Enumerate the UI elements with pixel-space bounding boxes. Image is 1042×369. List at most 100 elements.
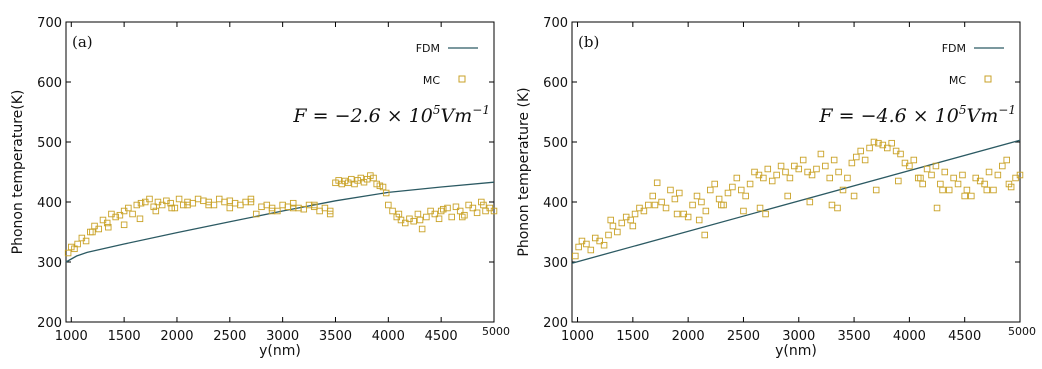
- annotation-exponent: 5: [433, 103, 441, 117]
- mc-point: [932, 162, 940, 170]
- y-tick-label: 600: [37, 76, 62, 91]
- chart-panel-a: 200 300 400 500 600 700 1000 1500 2000 2500 3000 35…: [10, 16, 510, 359]
- mc-point: [184, 201, 191, 209]
- mc-point: [724, 189, 732, 197]
- x-tick-label: 3000: [782, 329, 815, 344]
- annotation-unit: Vm: [441, 105, 473, 127]
- mc-point: [284, 203, 292, 211]
- mc-point: [746, 180, 754, 188]
- x-tick-label: 4000: [372, 329, 405, 344]
- mc-point: [782, 168, 789, 176]
- mc-point: [963, 186, 971, 194]
- mc-point: [629, 222, 637, 230]
- mc-point: [718, 201, 725, 209]
- mc-point: [844, 174, 851, 182]
- mc-point: [456, 207, 464, 215]
- mc-point: [999, 162, 1006, 170]
- mc-point: [125, 204, 132, 212]
- mc-point: [87, 228, 94, 236]
- mc-point: [764, 165, 772, 173]
- x-tick-label: 1000: [561, 329, 594, 344]
- y-tick-label: 300: [543, 256, 568, 271]
- y-axis-label: Phonon temperature (K): [516, 87, 532, 256]
- legend-label-fdm: FDM: [416, 42, 440, 55]
- mc-point: [895, 177, 902, 185]
- mc-point: [389, 207, 396, 215]
- mc-point: [137, 199, 145, 207]
- y-tick-label: 400: [543, 196, 568, 211]
- mc-point: [189, 199, 197, 207]
- mc-point: [231, 199, 239, 207]
- mc-point: [994, 171, 1002, 179]
- annotation-unit-exponent: −1: [998, 103, 1016, 117]
- mc-point: [146, 195, 153, 203]
- mc-point: [939, 186, 946, 194]
- mc-point: [651, 201, 659, 209]
- mc-point: [853, 153, 860, 161]
- mc-point: [653, 179, 661, 187]
- mc-point: [817, 150, 825, 158]
- mc-point: [74, 240, 81, 248]
- x-tick-label: 1000: [55, 329, 88, 344]
- panel-label: (b): [578, 33, 599, 51]
- mc-point: [423, 213, 430, 221]
- mc-point: [640, 207, 648, 215]
- mc-point: [136, 215, 144, 223]
- mc-point: [923, 165, 931, 173]
- y-tick-label: 700: [543, 16, 568, 31]
- mc-point: [459, 213, 466, 221]
- y-tick-label: 700: [37, 16, 62, 31]
- mc-point: [116, 211, 124, 219]
- y-tick-label: 600: [543, 76, 568, 91]
- mc-point: [870, 138, 878, 146]
- mc-point: [914, 174, 922, 182]
- mc-point: [289, 204, 297, 212]
- mc-point: [777, 162, 785, 170]
- mc-point: [828, 201, 836, 209]
- mc-point: [605, 231, 612, 239]
- mc-point: [210, 201, 218, 209]
- fdm-line: [65, 181, 495, 263]
- x-tick-label: 3000: [266, 329, 299, 344]
- mc-point: [740, 207, 747, 215]
- mc-point: [799, 156, 807, 164]
- mc-point: [382, 189, 390, 197]
- mc-point: [300, 205, 308, 213]
- mc-point: [1005, 180, 1013, 188]
- mc-point: [866, 144, 873, 152]
- mc-point: [263, 201, 271, 209]
- mc-point: [444, 204, 451, 212]
- mc-point: [289, 199, 297, 207]
- mc-point: [82, 237, 90, 245]
- mc-point: [226, 204, 234, 212]
- annotation-unit: Vm: [967, 105, 999, 127]
- mc-point: [872, 186, 880, 194]
- mc-point: [395, 210, 403, 218]
- mc-point: [431, 210, 439, 218]
- mc-point: [480, 201, 487, 209]
- x-tick-label: 2000: [160, 329, 193, 344]
- mc-point: [673, 210, 681, 218]
- y-tick-label: 400: [37, 196, 62, 211]
- mc-point: [760, 174, 767, 182]
- mc-point: [985, 168, 993, 176]
- mc-point: [941, 168, 949, 176]
- mc-point: [221, 198, 228, 206]
- mc-point: [983, 186, 991, 194]
- mc-point: [401, 219, 409, 227]
- mc-point: [268, 207, 276, 215]
- mc-point: [326, 210, 334, 218]
- y-tick-label: 500: [37, 136, 62, 151]
- field-annotation: F = −4.6 × 105Vm−1: [818, 103, 1016, 127]
- mc-point: [252, 210, 260, 218]
- mc-point: [175, 195, 183, 203]
- mc-point: [158, 201, 166, 209]
- legend-label-fdm: FDM: [942, 42, 966, 55]
- mc-point: [410, 217, 417, 225]
- mc-point: [826, 174, 833, 182]
- mc-point: [152, 207, 160, 215]
- mc-point: [435, 215, 443, 223]
- mc-point: [768, 177, 776, 185]
- mc-point: [959, 171, 966, 179]
- mc-point: [954, 180, 962, 188]
